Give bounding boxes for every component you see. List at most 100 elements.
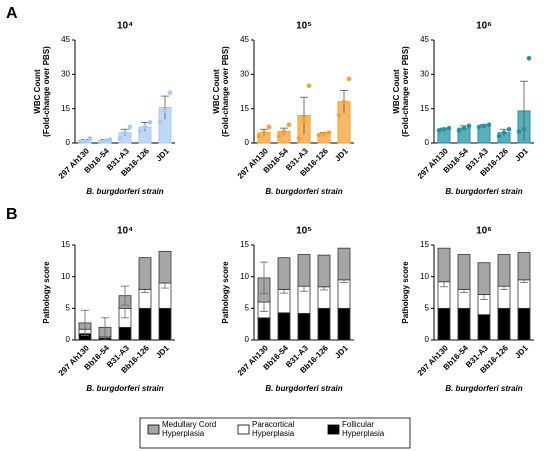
data-point <box>127 124 133 130</box>
data-point <box>77 139 83 145</box>
y-tick-label: 0 <box>66 138 71 147</box>
data-point <box>496 133 502 139</box>
x-tick-label: JD1 <box>154 343 171 360</box>
y-tick-label: 0 <box>425 138 430 147</box>
data-point <box>276 133 282 139</box>
data-point <box>266 124 272 130</box>
y-tick-label: 15 <box>61 240 70 249</box>
x-tick-label: JD1 <box>333 146 350 163</box>
y-tick-label: 0 <box>245 138 250 147</box>
data-point <box>306 83 312 89</box>
y-axis-label: (Fold-change over PBS) <box>401 46 410 137</box>
panel-label: A <box>6 5 18 22</box>
y-tick-label: 0 <box>245 335 250 344</box>
data-point <box>346 76 352 82</box>
y-axis-label: Pathology score <box>401 261 410 324</box>
y-axis-label: WBC Count <box>212 69 221 114</box>
legend-label: Follicular Hyperplasia <box>342 420 385 438</box>
data-point <box>296 136 302 141</box>
data-point <box>147 120 153 125</box>
data-point <box>506 126 512 132</box>
x-tick-label: 297 Ah130 <box>57 343 92 378</box>
data-point <box>486 122 492 127</box>
data-point <box>326 130 332 135</box>
legend-label: Paracortical Hyperplasia <box>252 420 295 438</box>
y-tick-label: 0 <box>425 335 430 344</box>
data-point <box>316 132 322 138</box>
x-tick-label: 297 Ah130 <box>236 146 271 181</box>
x-axis-label: B. burgdorferi strain <box>265 187 342 196</box>
bar-segment <box>317 254 331 288</box>
y-axis-label: WBC Count <box>392 69 401 114</box>
bar-segment <box>497 254 511 287</box>
bar-segment <box>517 307 531 341</box>
y-tick-label: 30 <box>420 69 429 78</box>
data-point <box>476 124 482 130</box>
bar-segment <box>297 254 311 287</box>
bar-segment <box>337 247 351 281</box>
data-point <box>456 128 462 133</box>
y-tick-label: 15 <box>240 240 249 249</box>
y-tick-label: 15 <box>61 104 70 113</box>
bar-segment <box>277 257 291 290</box>
chart-title: 10⁵ <box>296 226 312 237</box>
bar-segment <box>158 307 172 341</box>
legend-entry: Medullary Cord Hyperplasia <box>162 420 217 438</box>
x-tick-label: JD1 <box>513 146 530 163</box>
data-point <box>117 136 123 141</box>
y-tick-label: 10 <box>61 272 70 281</box>
data-point <box>142 124 148 130</box>
x-axis-label: B. burgdorferi strain <box>265 384 342 393</box>
data-point <box>162 108 168 114</box>
chart-title: 10⁶ <box>476 226 492 237</box>
bar-segment <box>257 317 271 341</box>
y-tick-label: 0 <box>66 335 71 344</box>
bar-segment <box>337 279 351 309</box>
y-axis-label: WBC Count <box>33 69 42 114</box>
data-point <box>167 90 173 95</box>
bar-segment <box>437 247 451 283</box>
bar-segment <box>138 257 152 290</box>
bar-segment <box>517 279 531 309</box>
x-tick-label: 297 Ah130 <box>57 146 92 181</box>
data-point <box>157 120 163 125</box>
data-point <box>107 137 113 142</box>
data-point <box>441 126 447 132</box>
data-point <box>501 130 507 135</box>
data-point <box>461 125 467 131</box>
x-axis-label: B. burgdorferi strain <box>445 187 522 196</box>
bar-segment <box>437 307 451 341</box>
y-tick-label: 15 <box>420 104 429 113</box>
x-axis-label: B. burgdorferi strain <box>445 384 522 393</box>
x-tick-label: JD1 <box>333 343 350 360</box>
legend-label: Medullary Cord Hyperplasia <box>162 420 217 438</box>
bar-segment <box>337 307 351 341</box>
y-tick-label: 45 <box>61 35 70 44</box>
y-tick-label: 15 <box>420 240 429 249</box>
x-tick-label: JD1 <box>513 343 530 360</box>
bar-segment <box>297 312 311 341</box>
chart-title: 10⁶ <box>476 21 492 32</box>
bar-segment <box>477 262 491 295</box>
chart-title: 10⁵ <box>296 21 312 32</box>
y-tick-label: 10 <box>420 272 429 281</box>
data-point <box>102 138 108 144</box>
bar-segment <box>277 312 291 341</box>
bar-segment <box>517 252 531 281</box>
y-axis-label: Pathology score <box>42 261 51 324</box>
data-point <box>286 122 292 127</box>
data-point <box>256 133 262 139</box>
chart-title: 10⁴ <box>117 21 133 32</box>
y-tick-label: 5 <box>245 303 250 312</box>
bar-segment <box>497 307 511 341</box>
legend-swatch <box>327 424 340 435</box>
data-point <box>261 130 267 135</box>
data-point <box>82 138 88 144</box>
data-point <box>281 129 287 134</box>
x-axis-label: B. burgdorferi strain <box>86 187 163 196</box>
bar-segment <box>477 314 491 341</box>
legend-box <box>139 417 411 449</box>
data-point <box>321 131 327 137</box>
